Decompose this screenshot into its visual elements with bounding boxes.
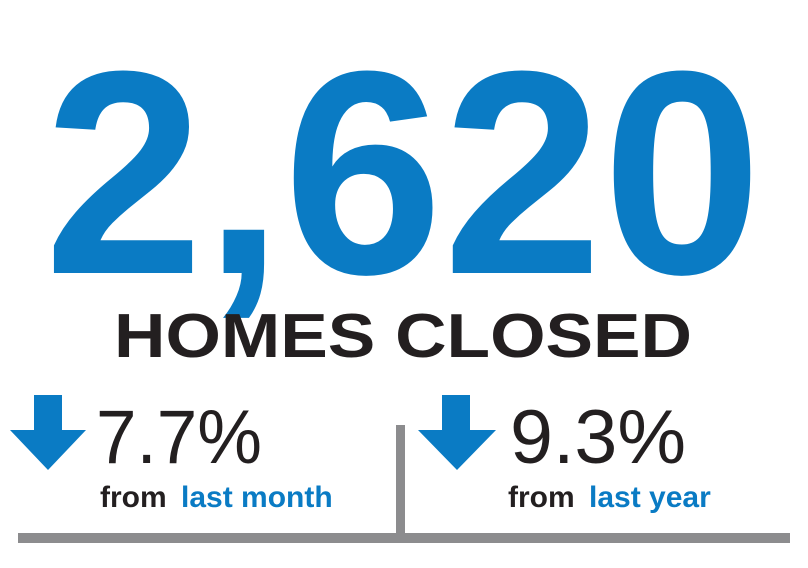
stat-value: 9.3% — [510, 395, 686, 480]
divider-vertical — [396, 425, 405, 543]
stat-prefix: from — [100, 481, 167, 514]
headline-label: HOMES CLOSED — [114, 302, 692, 371]
stat-caption: from last month — [100, 481, 333, 514]
down-arrow — [10, 395, 86, 470]
divider-horizontal — [18, 533, 790, 543]
down-arrow — [418, 395, 496, 470]
stat-caption: from last year — [508, 481, 711, 514]
stat-month: 7.7% from last month — [10, 395, 333, 514]
stat-year: 9.3% from last year — [418, 395, 711, 514]
stat-period: last year — [589, 481, 711, 514]
stat-value: 7.7% — [96, 395, 262, 480]
headline-value: 2,620 — [44, 11, 762, 335]
stat-prefix: from — [508, 481, 575, 514]
stat-period: last month — [181, 481, 333, 514]
